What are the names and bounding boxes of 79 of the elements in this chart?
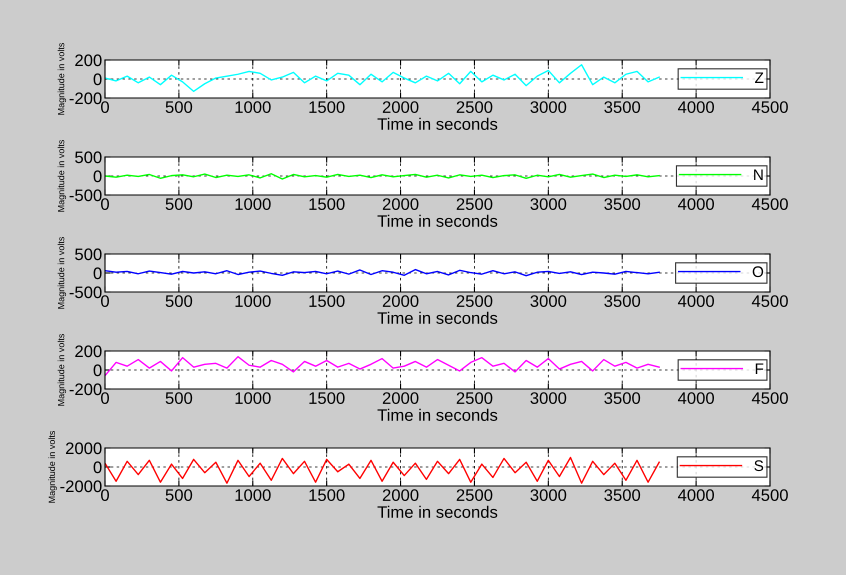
x-tick-label: 2500 [456,101,492,114]
x-tick-label: 1000 [236,489,271,502]
x-tick-label: 3000 [530,101,566,114]
x-tick-label: 2000 [382,295,418,308]
x-axis-title: Time in seconds [378,312,498,324]
y-tick-label: -2000 [60,480,102,492]
x-tick-label: 3500 [604,295,640,308]
y-tick-label: -500 [70,286,102,298]
x-tick-label: 1500 [309,101,345,114]
legend-label: F [756,363,764,374]
y-axis-title: Magnitude in volts [48,430,57,503]
x-tick-label: 4500 [752,101,788,114]
x-tick-label: 3000 [530,198,566,210]
y-tick-label: 200 [75,54,102,66]
x-tick-label: 1500 [309,392,345,404]
y-tick-label: 0 [94,267,102,280]
x-tick-label: 2500 [456,392,492,404]
x-tick-label: 1500 [309,489,345,502]
x-tick-label: 3500 [604,198,640,210]
y-tick-label: -200 [70,92,102,104]
x-tick-label: 1000 [236,295,271,308]
x-tick-label: 3000 [530,295,566,308]
x-tick-label: 500 [166,392,192,404]
x-tick-label: 1500 [309,295,345,308]
y-tick-label: 0 [94,73,102,86]
x-tick-label: 4000 [678,198,714,210]
x-tick-label: 4000 [678,489,714,502]
line-series [105,64,660,92]
y-tick-label: 2000 [66,442,102,454]
x-tick-label: 1500 [309,198,345,210]
x-tick-label: 2500 [456,198,492,210]
line-series [105,268,660,276]
x-tick-label: 2500 [456,295,492,308]
x-tick-label: 4000 [678,295,714,308]
x-tick-label: 1000 [236,198,271,210]
y-tick-label: -500 [70,189,102,202]
y-tick-label: 0 [94,170,102,182]
y-tick-label: 0 [94,461,102,474]
x-tick-label: 500 [166,489,192,502]
legend-label: O [752,266,764,278]
x-axis-title: Time in seconds [378,506,498,518]
x-tick-label: 4000 [678,392,714,404]
x-tick-label: 2000 [382,392,418,404]
y-tick-label: 500 [75,248,102,260]
x-tick-label: 1000 [236,392,271,404]
line-series [105,356,660,376]
x-tick-label: 4500 [752,392,788,404]
x-tick-label: 4500 [752,489,788,502]
legend-label: Z [755,72,764,83]
x-tick-label: 1000 [236,101,271,114]
x-tick-label: 3500 [604,392,640,404]
y-tick-label: 0 [94,364,102,376]
x-tick-label: 2000 [382,101,418,114]
y-tick-label: 200 [75,345,102,358]
legend-label: S [754,460,764,472]
x-tick-label: 3000 [530,392,566,404]
x-tick-label: 2000 [382,198,418,210]
x-tick-label: 4500 [752,198,788,210]
x-tick-label: 4500 [752,295,788,308]
y-tick-label: -200 [70,383,102,396]
x-axis-title: Time in seconds [378,214,498,227]
x-tick-label: 3000 [530,489,566,502]
x-tick-label: 2000 [382,489,418,502]
x-tick-label: 500 [166,198,192,210]
line-series [105,456,660,484]
legend-label: N [754,169,763,180]
y-axis-title: Magnitude in volts [58,42,66,115]
x-axis-title: Time in seconds [378,118,498,130]
x-tick-label: 4000 [678,101,714,114]
x-tick-label: 2500 [456,489,492,502]
y-axis-title: Magnitude in volts [58,140,66,212]
x-tick-label: 3500 [604,101,640,114]
y-tick-label: 500 [75,151,102,164]
x-tick-label: 3500 [604,489,640,502]
y-axis-title: Magnitude in volts [58,236,66,309]
x-tick-label: 500 [166,101,192,114]
x-axis-title: Time in seconds [378,408,498,421]
y-axis-title: Magnitude in volts [58,334,66,406]
x-tick-label: 500 [166,295,192,308]
